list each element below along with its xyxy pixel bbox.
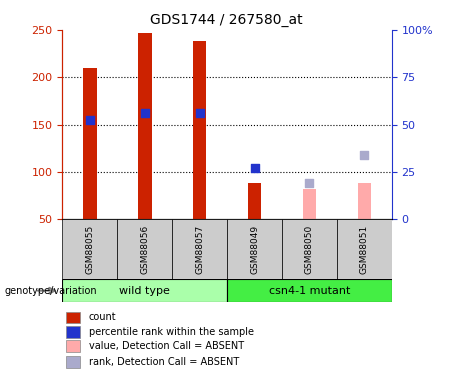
- Bar: [282, 219, 337, 279]
- Bar: [65, 326, 80, 338]
- Text: csn4-1 mutant: csn4-1 mutant: [269, 286, 350, 296]
- Bar: [337, 219, 392, 279]
- Text: value, Detection Call = ABSENT: value, Detection Call = ABSENT: [89, 341, 244, 351]
- Text: GSM88057: GSM88057: [195, 225, 204, 274]
- Text: GSM88051: GSM88051: [360, 225, 369, 274]
- Bar: [65, 356, 80, 368]
- Text: wild type: wild type: [119, 286, 170, 296]
- Bar: [65, 312, 80, 323]
- Point: [196, 110, 203, 116]
- Text: genotype/variation: genotype/variation: [5, 286, 97, 296]
- Bar: [227, 279, 392, 302]
- Text: GSM88049: GSM88049: [250, 225, 259, 274]
- Text: percentile rank within the sample: percentile rank within the sample: [89, 327, 254, 337]
- Bar: [227, 219, 282, 279]
- Bar: [65, 340, 80, 352]
- Text: GDS1744 / 267580_at: GDS1744 / 267580_at: [149, 13, 302, 27]
- Bar: [62, 219, 117, 279]
- Text: GSM88056: GSM88056: [140, 225, 149, 274]
- Point: [141, 110, 148, 116]
- Text: GSM88050: GSM88050: [305, 225, 314, 274]
- Bar: [358, 183, 371, 219]
- Bar: [302, 189, 316, 219]
- Point: [361, 152, 368, 158]
- Bar: [83, 68, 96, 219]
- Text: rank, Detection Call = ABSENT: rank, Detection Call = ABSENT: [89, 357, 239, 367]
- Point: [86, 117, 94, 123]
- Point: [251, 165, 258, 171]
- Point: [306, 180, 313, 186]
- Bar: [193, 41, 207, 219]
- Bar: [172, 219, 227, 279]
- Bar: [248, 183, 261, 219]
- Bar: [138, 33, 152, 219]
- Text: GSM88055: GSM88055: [85, 225, 94, 274]
- Bar: [62, 279, 227, 302]
- Bar: [117, 219, 172, 279]
- Text: count: count: [89, 312, 116, 322]
